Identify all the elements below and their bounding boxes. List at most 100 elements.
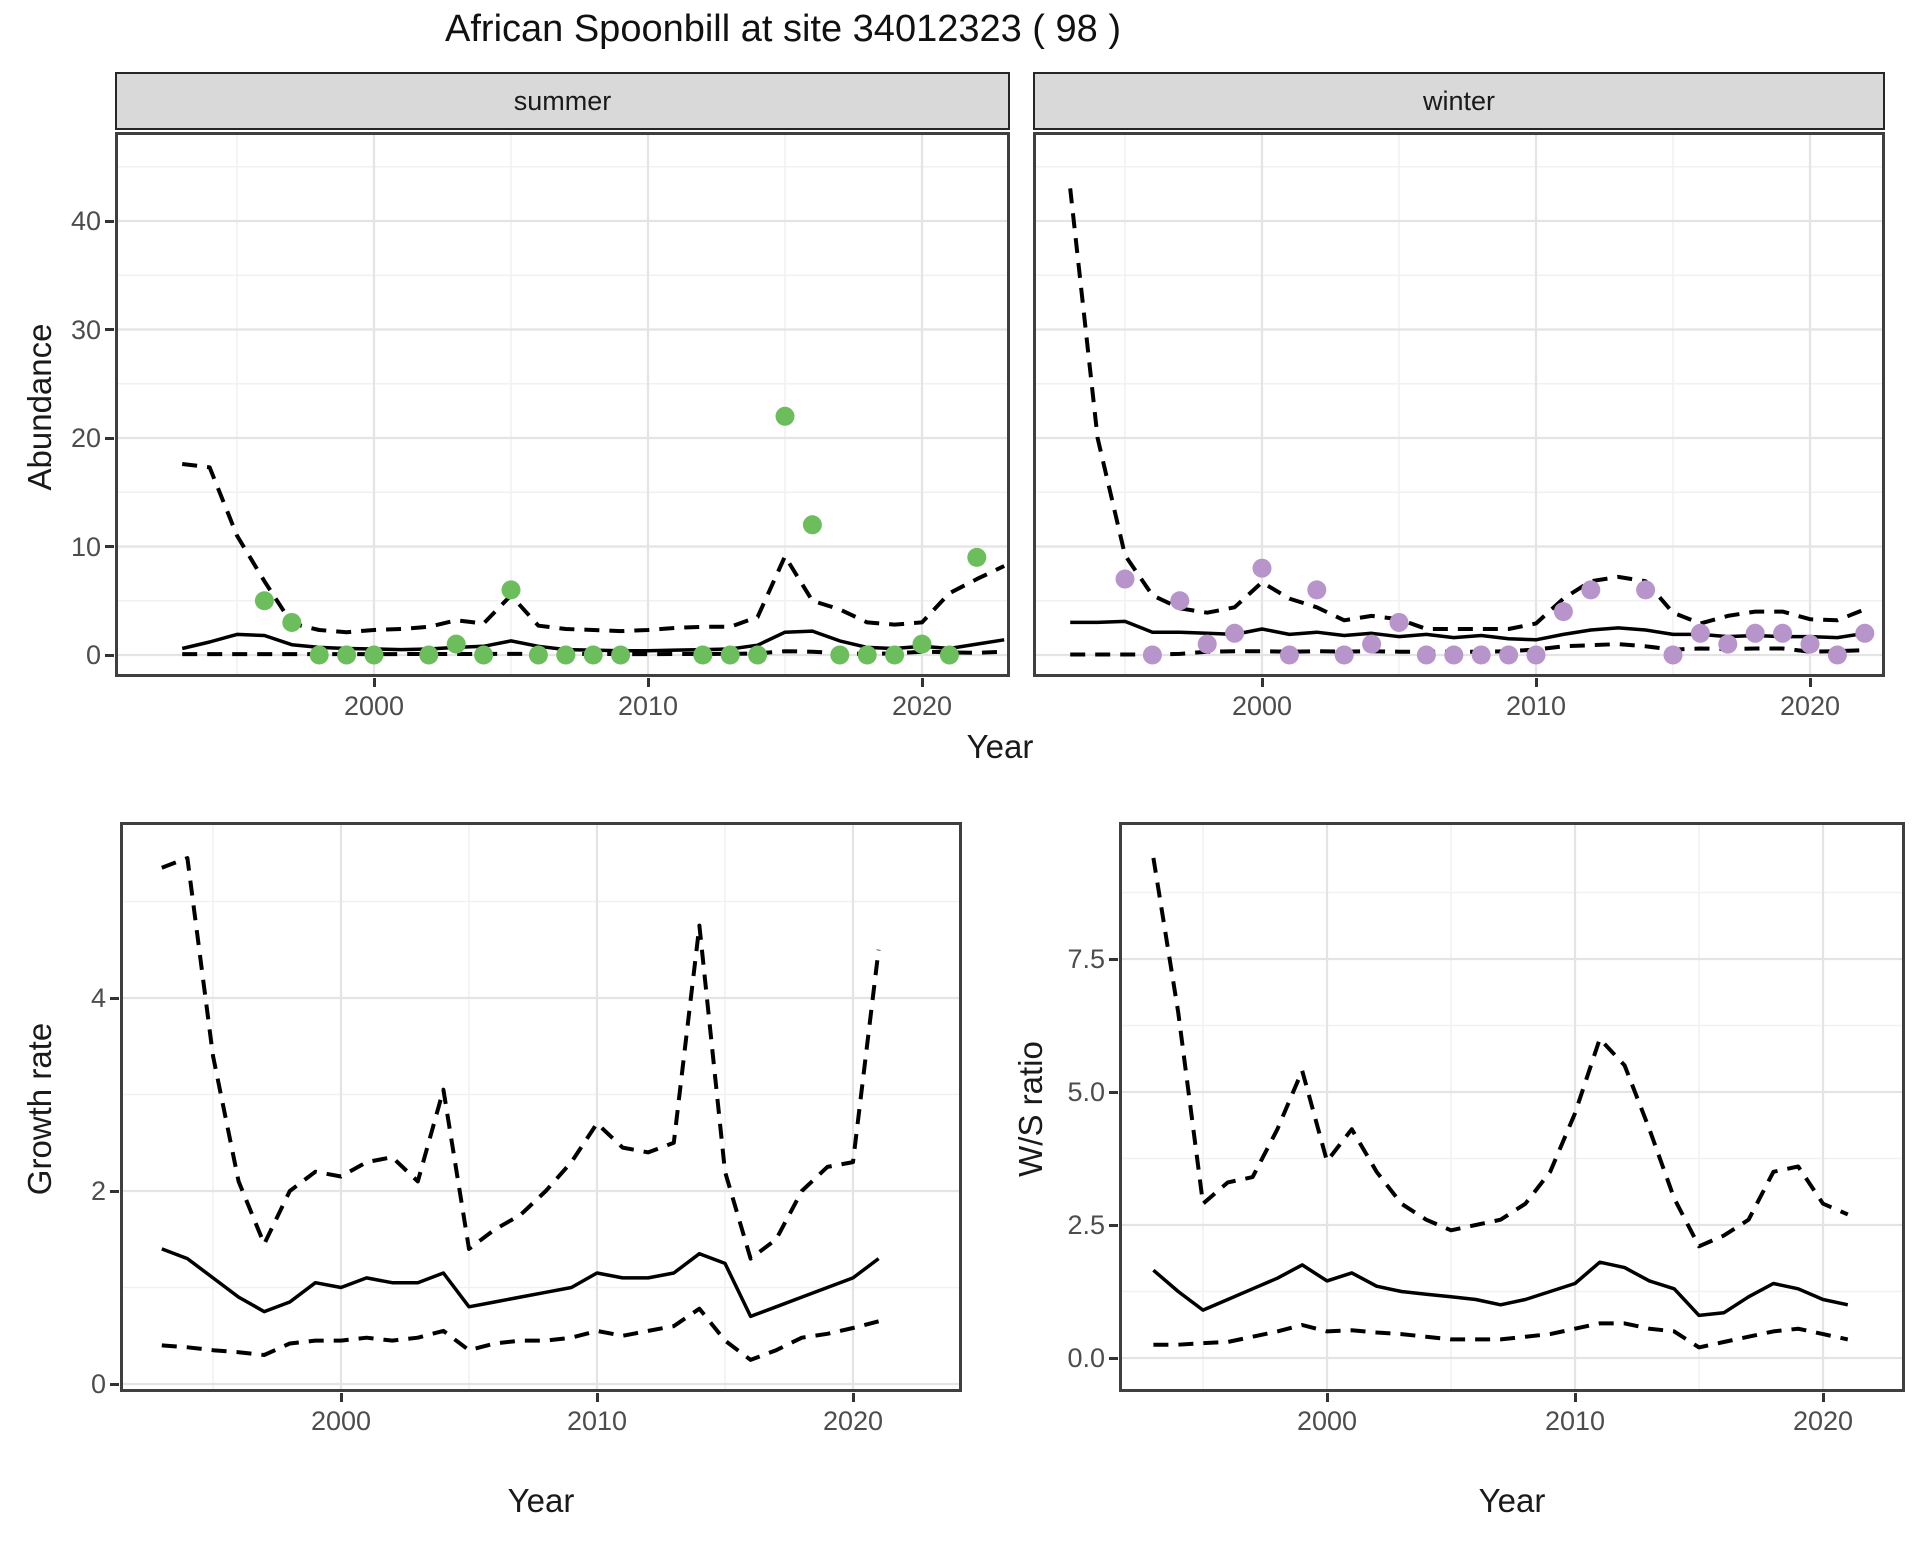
abundance-axis-title: Abundance (21, 323, 58, 491)
year-axis-title-top: Year (966, 728, 1034, 765)
abundance_winter-upper_ci-line (1068, 188, 1866, 631)
abundance_summer-data-point (775, 406, 795, 426)
y-tick-label: 20 (70, 423, 101, 453)
x-tick-label: 2000 (1296, 1406, 1358, 1436)
abundance_summer-data-point (611, 645, 631, 665)
ws_ratio-upper_ci-line (1151, 857, 1849, 1249)
year-axis-title-growth: Year (507, 1482, 575, 1519)
x-tick-mark (1808, 678, 1812, 687)
growth_rate-mean-line (161, 1247, 880, 1319)
x-tick-label: 2020 (891, 691, 953, 721)
abundance_summer-data-point (939, 645, 959, 665)
abundance_winter-data-point (1416, 645, 1436, 665)
x-tick-mark (646, 678, 650, 687)
abundance_winter-data-point (1389, 612, 1409, 632)
x-tick-mark (1821, 1393, 1825, 1402)
abundance_winter-data-point (1690, 623, 1710, 643)
abundance_winter-data-point (1170, 591, 1190, 611)
abundance_summer-data-point (364, 645, 384, 665)
x-tick-mark (1260, 678, 1264, 687)
abundance-winter-panel (1033, 132, 1885, 677)
facet-strip-summer: summer (115, 72, 1010, 130)
abundance_winter-data-point (1526, 645, 1546, 665)
abundance_winter-data-point (1197, 634, 1217, 654)
y-tick-mark (105, 219, 114, 223)
abundance_winter-data-point (1362, 634, 1382, 654)
abundance_winter-data-point (1225, 623, 1245, 643)
abundance-summer-panel (115, 132, 1010, 677)
abundance_winter-data-point (1581, 580, 1601, 600)
abundance_winter-data-point (1773, 623, 1793, 643)
abundance_winter-data-point (1745, 623, 1765, 643)
y-tick-label: 0 (85, 640, 101, 670)
facet-strip-winter-label: winter (1422, 85, 1496, 116)
abundance_winter-data-point (1471, 645, 1491, 665)
abundance_winter-data-point (1115, 569, 1135, 589)
x-tick-label: 2010 (1544, 1406, 1606, 1436)
x-tick-label: 2020 (822, 1406, 884, 1436)
abundance_summer-upper_ci-line (181, 462, 1006, 635)
x-tick-label: 2010 (617, 691, 679, 721)
y-tick-label: 2.5 (1067, 1210, 1105, 1240)
abundance_summer-data-point (720, 645, 740, 665)
growth_rate-lower_ci-line (161, 1306, 880, 1362)
abundance_summer-data-point (912, 634, 932, 654)
y-tick-label: 40 (70, 206, 101, 236)
abundance_summer-data-point (857, 645, 877, 665)
abundance_winter-data-point (1142, 645, 1162, 665)
abundance_summer-data-point (474, 645, 494, 665)
ws-ratio-axis-title: W/S ratio (1012, 1041, 1049, 1177)
facet-strip-winter: winter (1033, 72, 1885, 130)
abundance_summer-lower_ci-line (182, 649, 1005, 657)
x-tick-mark (851, 1393, 855, 1402)
x-tick-mark (1534, 678, 1538, 687)
abundance_winter-data-point (1800, 634, 1820, 654)
y-tick-label: 30 (70, 314, 101, 345)
x-tick-mark (920, 678, 924, 687)
abundance_summer-data-point (254, 591, 274, 611)
abundance_summer-data-point (693, 645, 713, 665)
y-tick-label: 7.5 (1067, 944, 1105, 974)
x-tick-mark (595, 1393, 599, 1402)
abundance_summer-data-point (337, 645, 357, 665)
abundance_winter-data-point (1279, 645, 1299, 665)
abundance_summer-data-point (309, 645, 329, 665)
y-tick-label: 0.0 (1067, 1343, 1105, 1373)
y-tick-label: 10 (70, 531, 101, 562)
x-tick-mark (372, 678, 376, 687)
abundance_winter-data-point (1307, 580, 1327, 600)
x-tick-mark (1325, 1393, 1329, 1402)
abundance_winter-data-point (1663, 645, 1683, 665)
abundance_summer-data-point (446, 634, 466, 654)
x-tick-label: 2010 (566, 1406, 628, 1436)
chart-title: African Spoonbill at site 34012323 ( 98 … (445, 8, 1121, 50)
abundance_winter-data-point (1855, 623, 1875, 643)
abundance_winter-data-point (1718, 634, 1738, 654)
y-tick-mark (110, 996, 119, 1000)
growth-rate-axis-title: Growth rate (21, 1022, 58, 1196)
abundance_summer-data-point (501, 580, 521, 600)
x-tick-label: 2020 (1792, 1406, 1854, 1436)
abundance_summer-data-point (885, 645, 905, 665)
abundance_summer-data-point (556, 645, 576, 665)
ws_ratio-lower_ci-line (1153, 1321, 1849, 1350)
y-tick-mark (1109, 1356, 1118, 1360)
x-tick-label: 2000 (343, 691, 405, 721)
y-tick-mark (110, 1382, 119, 1386)
abundance_winter-lower_ci-line (1070, 642, 1865, 657)
x-tick-label: 2000 (1231, 691, 1293, 721)
y-tick-mark (105, 436, 114, 440)
y-tick-label: 0 (90, 1369, 106, 1399)
y-tick-mark (105, 545, 114, 548)
ws-ratio-panel (1119, 822, 1905, 1392)
abundance_summer-data-point (748, 645, 768, 665)
abundance_winter-data-point (1827, 645, 1847, 665)
abundance_summer-data-point (282, 612, 302, 632)
x-tick-label: 2010 (1505, 691, 1567, 721)
y-tick-mark (1109, 1223, 1118, 1227)
x-tick-mark (1573, 1393, 1577, 1402)
y-tick-mark (105, 328, 114, 331)
y-tick-mark (110, 1189, 119, 1193)
y-tick-label: 2 (90, 1176, 106, 1206)
